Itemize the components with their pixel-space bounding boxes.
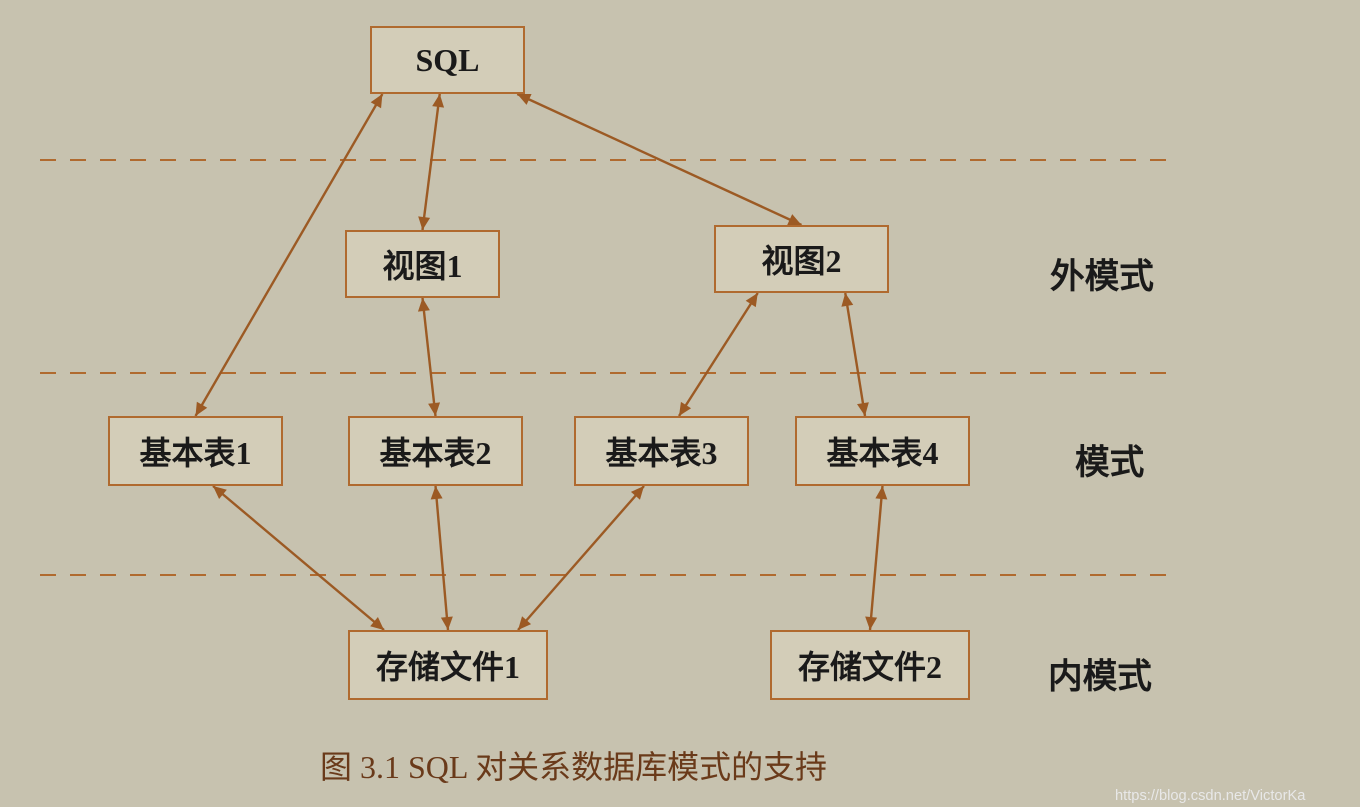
diagram-page: SQL 视图1 视图2 基本表1 基本表2 基本表3 基本表4 存储文件1 存储… [0, 0, 1360, 807]
node-view2: 视图2 [714, 225, 889, 293]
node-view1: 视图1 [345, 230, 500, 298]
node-sql-label: SQL [416, 42, 480, 79]
row-label-external-text: 外模式 [1050, 258, 1154, 296]
node-sql: SQL [370, 26, 525, 94]
figure-caption-text: 图 3.1 SQL 对关系数据库模式的支持 [320, 749, 827, 785]
node-bt1-label: 基本表1 [140, 428, 252, 474]
node-base-table-3: 基本表3 [574, 416, 749, 486]
node-sf2-label: 存储文件2 [798, 642, 942, 688]
node-storage-file-1: 存储文件1 [348, 630, 548, 700]
node-base-table-2: 基本表2 [348, 416, 523, 486]
figure-caption: 图 3.1 SQL 对关系数据库模式的支持 [320, 742, 827, 788]
node-base-table-1: 基本表1 [108, 416, 283, 486]
row-label-external-schema: 外模式 [1050, 248, 1154, 298]
node-bt2-label: 基本表2 [380, 428, 492, 474]
node-sf1-label: 存储文件1 [376, 642, 520, 688]
node-view2-label: 视图2 [762, 236, 842, 282]
row-label-internal-text: 内模式 [1048, 658, 1152, 696]
node-storage-file-2: 存储文件2 [770, 630, 970, 700]
connectors-layer [0, 0, 1360, 807]
watermark: https://blog.csdn.net/VictorKa [1115, 788, 1305, 804]
row-label-schema-text: 模式 [1075, 444, 1144, 482]
row-label-internal-schema: 内模式 [1048, 648, 1152, 698]
watermark-text: https://blog.csdn.net/VictorKa [1115, 788, 1305, 804]
row-label-schema: 模式 [1075, 434, 1144, 484]
node-bt3-label: 基本表3 [606, 428, 718, 474]
node-view1-label: 视图1 [383, 241, 463, 287]
node-base-table-4: 基本表4 [795, 416, 970, 486]
node-bt4-label: 基本表4 [827, 428, 939, 474]
